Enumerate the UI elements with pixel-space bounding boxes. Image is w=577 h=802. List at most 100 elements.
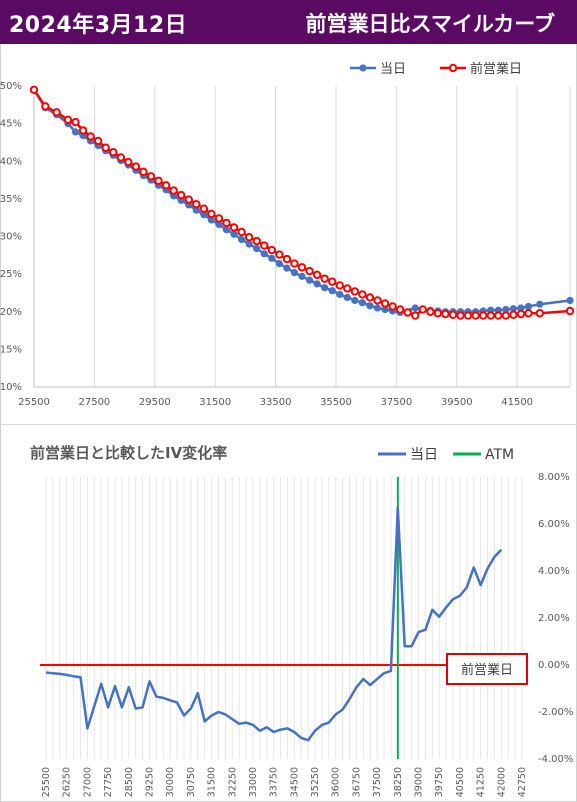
legend-label-today: 当日 <box>380 62 406 77</box>
today-point-34625 <box>305 276 314 284</box>
today-point-35375 <box>328 287 336 295</box>
prev-day-point-41625 <box>516 309 526 319</box>
legend-label-prev-day: 前営業日 <box>470 61 522 77</box>
prev-day-point-36125 <box>350 287 360 296</box>
prev-day-point-35875 <box>343 284 352 293</box>
prev-day-point-39875 <box>463 311 473 320</box>
legend-label-today: 当日 <box>410 447 438 463</box>
prev-day-point-39125 <box>441 309 450 319</box>
prev-day-point-37125 <box>380 299 390 308</box>
x-tick-label-36000: 36000 <box>331 767 342 797</box>
x-tick-label-30000: 30000 <box>165 767 176 797</box>
y-tick-label-10%: 10% <box>0 382 22 393</box>
today-point-36375 <box>358 299 366 307</box>
legend-label-atm: ATM <box>485 447 514 463</box>
prev-day-point-33625 <box>275 250 284 259</box>
y-tick-label-20%: 20% <box>0 307 22 318</box>
y-tick-label-2.00%: 2.00% <box>538 613 570 624</box>
today-point-41125 <box>502 305 510 314</box>
prev-day-point-25500 <box>29 85 39 94</box>
legend-marker-prev-day <box>448 63 458 73</box>
today-point-32375 <box>238 235 246 244</box>
prev-day-point-29125 <box>139 167 148 176</box>
prev-day-point-35375 <box>327 277 337 286</box>
prev-day-point-43250 <box>565 306 575 316</box>
prev-day-point-30625 <box>184 195 193 204</box>
report-title: 前営業日比スマイルカーブ <box>305 12 555 36</box>
today-point-41375 <box>509 305 517 313</box>
today-point-41625 <box>517 304 525 312</box>
today-point-42250 <box>536 300 544 308</box>
prev-day-point-40375 <box>478 311 488 320</box>
x-tick-label-29250: 29250 <box>144 767 155 797</box>
x-tick-label-27000: 27000 <box>82 767 93 797</box>
x-tick-label-35250: 35250 <box>310 767 321 797</box>
today-point-35125 <box>321 284 329 292</box>
today-point-38125 <box>411 304 419 312</box>
prev-day-label-box <box>446 653 528 685</box>
today-point-36875 <box>373 304 382 312</box>
prev-day-point-31875 <box>222 218 231 228</box>
prev-day-point-30125 <box>169 186 178 195</box>
x-tick-label-41500: 41500 <box>501 397 533 408</box>
x-tick-label-26250: 26250 <box>62 767 73 797</box>
y-tick-label-45%: 45% <box>0 119 22 130</box>
prev-day-point-38375 <box>418 305 427 314</box>
chart-divider <box>0 424 577 425</box>
x-tick-label-40500: 40500 <box>455 767 466 797</box>
prev-day-point-25875 <box>41 102 50 111</box>
y-tick-label-30%: 30% <box>0 232 22 243</box>
today-point-33125 <box>260 250 268 258</box>
today-point-35875 <box>343 293 351 302</box>
prev-day-point-32125 <box>229 223 239 232</box>
prev-day-point-34625 <box>305 266 314 276</box>
report-date: 2024年3月12日 <box>9 13 188 38</box>
y-tick-label-35%: 35% <box>0 194 22 205</box>
today-point-43250 <box>566 296 574 305</box>
prev-day-point-42250 <box>535 309 545 318</box>
today-point-34125 <box>290 269 299 277</box>
x-tick-label-39750: 39750 <box>434 767 445 797</box>
today-point-31875 <box>222 226 231 234</box>
prev-day-point-38875 <box>433 309 443 318</box>
today-point-32875 <box>253 244 261 253</box>
x-tick-label-41250: 41250 <box>476 767 487 797</box>
prev-day-point-34875 <box>312 270 322 280</box>
x-tick-label-34500: 34500 <box>289 767 300 797</box>
today-point-30875 <box>192 206 200 214</box>
x-tick-label-33750: 33750 <box>269 767 280 797</box>
prev-day-point-28125 <box>109 148 118 157</box>
today-point-36625 <box>366 302 374 310</box>
x-tick-label-36750: 36750 <box>351 767 362 797</box>
prev-day-point-41375 <box>509 310 518 319</box>
prev-day-point-33125 <box>260 241 269 250</box>
prev-day-point-34125 <box>290 259 299 268</box>
prev-day-point-26250 <box>52 108 61 117</box>
today-point-33625 <box>275 259 283 268</box>
y-tick-label-25%: 25% <box>0 269 22 280</box>
prev-day-point-40625 <box>486 311 495 320</box>
prev-day-point-41875 <box>524 309 533 318</box>
y-tick-label-40%: 40% <box>0 156 22 167</box>
prev-day-point-33375 <box>267 245 277 255</box>
prev-day-point-29875 <box>161 181 171 190</box>
x-tick-label-39000: 39000 <box>414 767 425 797</box>
prev-day-point-34375 <box>297 263 307 272</box>
x-tick-label-27750: 27750 <box>103 767 114 797</box>
prev-day-point-29375 <box>146 172 156 181</box>
prev-day-point-26875 <box>71 117 80 127</box>
x-tick-label-28500: 28500 <box>124 767 135 797</box>
prev-day-point-40875 <box>494 311 503 320</box>
today-point-32625 <box>245 240 253 248</box>
prev-day-point-37625 <box>395 305 405 314</box>
today-point-41875 <box>524 302 533 311</box>
x-tick-label-35500: 35500 <box>320 397 352 408</box>
x-tick-label-33000: 33000 <box>248 767 259 797</box>
prev-day-point-28375 <box>116 153 126 162</box>
prev-day-point-33875 <box>282 254 292 264</box>
prev-day-point-27375 <box>86 132 95 141</box>
prev-day-point-29625 <box>154 176 163 186</box>
y-tick-label-8.00%: 8.00% <box>538 472 570 483</box>
today-point-35625 <box>336 290 344 299</box>
prev-day-point-38625 <box>426 307 435 316</box>
